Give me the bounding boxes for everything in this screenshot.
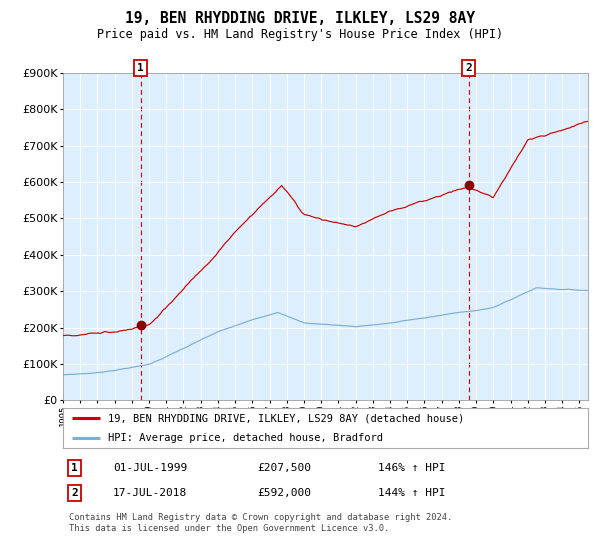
Text: Price paid vs. HM Land Registry's House Price Index (HPI): Price paid vs. HM Land Registry's House … — [97, 28, 503, 41]
Text: HPI: Average price, detached house, Bradford: HPI: Average price, detached house, Brad… — [107, 432, 383, 442]
Text: 19, BEN RHYDDING DRIVE, ILKLEY, LS29 8AY (detached house): 19, BEN RHYDDING DRIVE, ILKLEY, LS29 8AY… — [107, 413, 464, 423]
Text: £592,000: £592,000 — [257, 488, 311, 498]
Text: 2: 2 — [465, 63, 472, 73]
Text: 17-JUL-2018: 17-JUL-2018 — [113, 488, 187, 498]
Text: This data is licensed under the Open Government Licence v3.0.: This data is licensed under the Open Gov… — [70, 524, 389, 533]
Text: 19, BEN RHYDDING DRIVE, ILKLEY, LS29 8AY: 19, BEN RHYDDING DRIVE, ILKLEY, LS29 8AY — [125, 11, 475, 26]
Text: 146% ↑ HPI: 146% ↑ HPI — [378, 463, 445, 473]
Text: 1: 1 — [71, 463, 78, 473]
Text: 01-JUL-1999: 01-JUL-1999 — [113, 463, 187, 473]
Text: 144% ↑ HPI: 144% ↑ HPI — [378, 488, 445, 498]
Text: £207,500: £207,500 — [257, 463, 311, 473]
Text: 2: 2 — [71, 488, 78, 498]
Text: 1: 1 — [137, 63, 144, 73]
Text: Contains HM Land Registry data © Crown copyright and database right 2024.: Contains HM Land Registry data © Crown c… — [70, 514, 452, 522]
